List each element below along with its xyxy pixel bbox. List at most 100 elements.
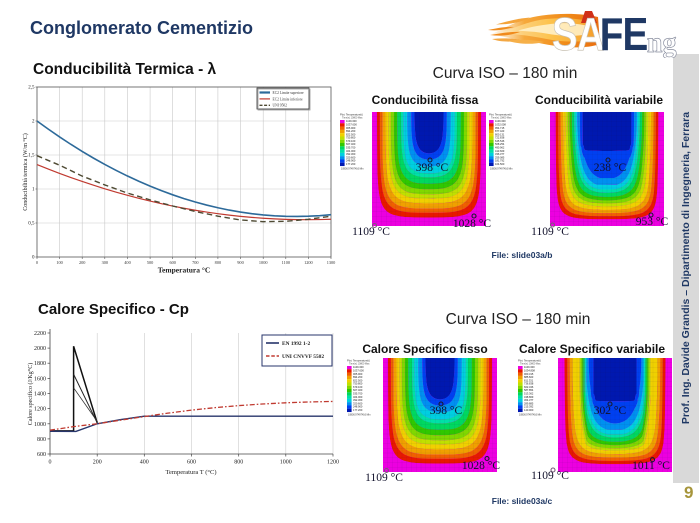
svg-text:894.200: 894.200 (346, 129, 356, 133)
svg-text:259.085: 259.085 (495, 155, 505, 159)
svg-text:ng: ng (647, 26, 677, 58)
svg-text:Plot: Temperature(t): Plot: Temperature(t) (347, 359, 370, 363)
svg-text:822.500: 822.500 (346, 132, 356, 136)
svg-text:954.715: 954.715 (495, 126, 505, 130)
svg-text:10800.97497416 Min: 10800.97497416 Min (490, 168, 513, 171)
svg-text:1800: 1800 (34, 361, 46, 367)
svg-text:289.885: 289.885 (524, 401, 534, 405)
svg-text:1000: 1000 (259, 260, 268, 265)
svg-text:0: 0 (36, 260, 38, 265)
svg-text:822.500: 822.500 (353, 378, 363, 382)
svg-text:320.600: 320.600 (346, 155, 356, 159)
svg-text:438.869: 438.869 (524, 395, 534, 399)
svg-text:736.838: 736.838 (524, 382, 534, 386)
svg-text:EC2 Limite inferiore: EC2 Limite inferiore (273, 97, 304, 101)
svg-text:1000: 1000 (280, 460, 292, 466)
svg-text:1100: 1100 (282, 260, 290, 265)
svg-text:800.131: 800.131 (495, 132, 505, 136)
svg-text:336.377: 336.377 (495, 152, 505, 156)
svg-text:750.800: 750.800 (346, 136, 356, 140)
svg-text:662.346: 662.346 (524, 385, 534, 389)
svg-text:104.500: 104.500 (495, 162, 505, 166)
svg-text:960.315: 960.315 (524, 372, 534, 376)
svg-text:200: 200 (79, 260, 85, 265)
svg-text:800: 800 (234, 460, 243, 466)
svg-text:248.900: 248.900 (346, 159, 356, 163)
svg-text:900: 900 (237, 260, 243, 265)
svg-text:392.300: 392.300 (346, 152, 356, 156)
svg-text:722.838: 722.838 (495, 136, 505, 140)
svg-text:10800.97497416 Min: 10800.97497416 Min (519, 414, 542, 417)
svg-text:300: 300 (102, 260, 108, 265)
svg-text:490.962: 490.962 (495, 145, 505, 149)
svg-text:1109.300: 1109.300 (495, 119, 506, 123)
svg-text:679.100: 679.100 (353, 385, 363, 389)
svg-text:140.900: 140.900 (524, 408, 534, 412)
svg-text:200: 200 (93, 460, 102, 466)
svg-text:1109.300: 1109.300 (346, 119, 357, 123)
svg-text:1,5: 1,5 (28, 154, 35, 159)
svg-text:Calore specifico (J/Kg°C): Calore specifico (J/Kg°C) (27, 363, 34, 425)
svg-text:Temperatura T (°C): Temperatura T (°C) (166, 469, 217, 476)
svg-text:535.700: 535.700 (346, 145, 356, 149)
svg-text:600: 600 (169, 260, 175, 265)
svg-text:177.200: 177.200 (346, 162, 356, 166)
svg-text:885.823: 885.823 (524, 375, 534, 379)
svg-text:1400: 1400 (34, 392, 46, 398)
svg-text:413.669: 413.669 (495, 149, 505, 153)
svg-text:Plot: Temperature(t): Plot: Temperature(t) (340, 113, 363, 117)
svg-text:Plot: Temperature(t): Plot: Temperature(t) (489, 113, 512, 117)
svg-text:10800.97497416 Min: 10800.97497416 Min (341, 168, 364, 171)
svg-text:0: 0 (32, 256, 35, 261)
svg-text:400: 400 (140, 460, 149, 466)
svg-text:UNI CNVVF 5502: UNI CNVVF 5502 (282, 354, 324, 360)
svg-text:Time(s) 10800 Max: Time(s) 10800 Max (491, 117, 512, 120)
svg-text:1037.600: 1037.600 (346, 122, 357, 126)
svg-text:FE: FE (600, 9, 648, 58)
svg-text:600: 600 (37, 452, 46, 458)
svg-text:1109.300: 1109.300 (524, 365, 535, 369)
svg-text:Temperatura °C: Temperatura °C (158, 266, 211, 275)
svg-text:2: 2 (32, 120, 35, 125)
svg-text:Time(s) 10800 Max: Time(s) 10800 Max (349, 363, 370, 366)
svg-text:700: 700 (192, 260, 198, 265)
svg-text:750.800: 750.800 (353, 382, 363, 386)
svg-text:464.000: 464.000 (346, 149, 356, 153)
svg-text:0,5: 0,5 (28, 222, 35, 227)
svg-text:877.423: 877.423 (495, 129, 505, 133)
svg-text:0: 0 (49, 460, 52, 466)
svg-text:1200: 1200 (304, 260, 313, 265)
svg-text:Conducibilità termica (W/m °C): Conducibilità termica (W/m °C) (22, 133, 29, 211)
svg-text:1000: 1000 (34, 422, 46, 428)
svg-text:1200: 1200 (34, 407, 46, 413)
svg-text:392.300: 392.300 (353, 398, 363, 402)
svg-text:535.700: 535.700 (353, 391, 363, 395)
svg-text:1: 1 (32, 188, 35, 193)
svg-text:587.854: 587.854 (524, 388, 534, 392)
svg-text:811.331: 811.331 (524, 378, 534, 382)
svg-text:513.362: 513.362 (524, 391, 534, 395)
svg-text:464.000: 464.000 (353, 395, 363, 399)
svg-text:UNI 9502: UNI 9502 (273, 104, 288, 108)
svg-text:600: 600 (187, 460, 196, 466)
svg-text:800: 800 (215, 260, 221, 265)
svg-text:320.600: 320.600 (353, 401, 363, 405)
svg-text:Time(s) 10800 Max: Time(s) 10800 Max (342, 117, 363, 120)
svg-text:Time(s) 10800 Max: Time(s) 10800 Max (520, 363, 541, 366)
svg-text:Plot: Temperature(t): Plot: Temperature(t) (518, 359, 541, 363)
svg-text:400: 400 (124, 260, 130, 265)
svg-text:965.900: 965.900 (346, 126, 356, 130)
svg-text:2000: 2000 (34, 346, 46, 352)
svg-text:1034.808: 1034.808 (524, 368, 535, 372)
svg-text:679.100: 679.100 (346, 139, 356, 143)
svg-text:800: 800 (37, 437, 46, 443)
svg-text:2200: 2200 (34, 331, 46, 337)
svg-text:607.400: 607.400 (353, 388, 363, 392)
svg-text:248.900: 248.900 (353, 405, 363, 409)
svg-text:215.392: 215.392 (524, 405, 534, 409)
svg-text:1037.600: 1037.600 (353, 368, 364, 372)
svg-text:181.792: 181.792 (495, 159, 505, 163)
svg-text:1300: 1300 (327, 260, 336, 265)
svg-text:177.200: 177.200 (353, 408, 363, 412)
svg-text:645.546: 645.546 (495, 139, 505, 143)
